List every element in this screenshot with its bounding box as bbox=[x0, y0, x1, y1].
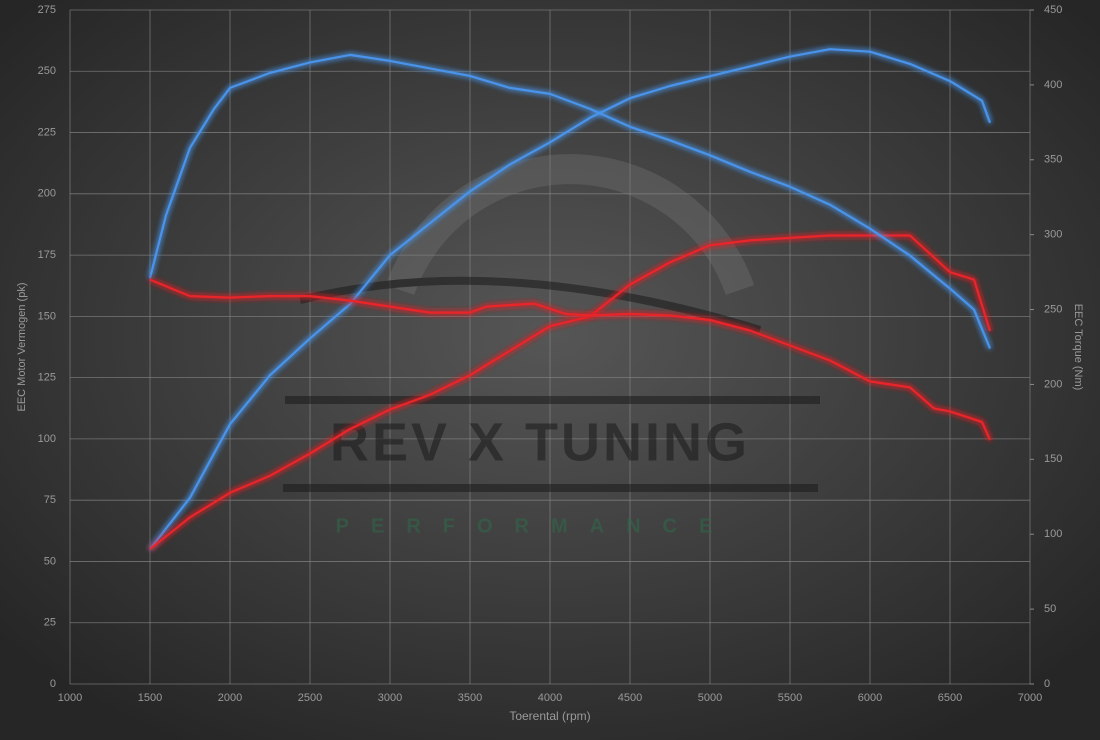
x-tick-label: 2500 bbox=[298, 692, 322, 704]
y-tick-label: 0 bbox=[50, 678, 56, 690]
y-tick-label: 75 bbox=[44, 494, 56, 506]
logo-bar bbox=[283, 484, 818, 492]
series-line bbox=[149, 48, 992, 550]
y-tick-label: 175 bbox=[38, 249, 56, 261]
x-tick-label: 7000 bbox=[1018, 692, 1042, 704]
x-tick-label: 2000 bbox=[218, 692, 242, 704]
logo-car bbox=[299, 276, 762, 334]
y-axis-label: EEC Motor Vermogen (pk) bbox=[16, 283, 28, 412]
x-tick-label: 1000 bbox=[58, 692, 82, 704]
y-tick-label: 200 bbox=[38, 188, 56, 200]
x-axis-label: Toerental (rpm) bbox=[509, 709, 590, 723]
y2-tick-label: 250 bbox=[1044, 303, 1062, 315]
series-line bbox=[149, 278, 992, 441]
x-tick-label: 5000 bbox=[698, 692, 722, 704]
y-tick-label: 25 bbox=[44, 617, 56, 629]
y-tick-label: 100 bbox=[38, 433, 56, 445]
y2-tick-label: 50 bbox=[1044, 603, 1056, 615]
y-tick-label: 225 bbox=[38, 126, 56, 138]
x-tick-label: 1500 bbox=[138, 692, 162, 704]
y-tick-label: 125 bbox=[38, 372, 56, 384]
x-tick-label: 4500 bbox=[618, 692, 642, 704]
y2-tick-label: 150 bbox=[1044, 453, 1062, 465]
y2-tick-label: 200 bbox=[1044, 378, 1062, 390]
series-line bbox=[148, 53, 992, 349]
x-tick-label: 3000 bbox=[378, 692, 402, 704]
y2-axis-label: EEC Torque (Nm) bbox=[1072, 304, 1084, 391]
x-tick-label: 3500 bbox=[458, 692, 482, 704]
y2-tick-label: 350 bbox=[1044, 154, 1062, 166]
logo-bar bbox=[285, 396, 820, 404]
x-tick-label: 4000 bbox=[538, 692, 562, 704]
y-tick-label: 275 bbox=[38, 4, 56, 16]
watermark: REV X TUNING PERFORMANCE bbox=[283, 154, 820, 537]
y-tick-label: 250 bbox=[38, 65, 56, 77]
watermark-text: REV X TUNING bbox=[330, 412, 750, 472]
grid bbox=[69, 9, 1031, 685]
y-tick-label: 50 bbox=[44, 555, 56, 567]
x-tick-label: 6000 bbox=[858, 692, 882, 704]
x-tick-label: 5500 bbox=[778, 692, 802, 704]
watermark-subtitle: PERFORMANCE bbox=[336, 515, 735, 537]
logo-arc bbox=[385, 154, 755, 295]
y2-tick-label: 450 bbox=[1044, 4, 1062, 16]
y2-tick-label: 100 bbox=[1044, 528, 1062, 540]
y2-tick-label: 0 bbox=[1044, 678, 1050, 690]
y-tick-label: 150 bbox=[38, 310, 56, 322]
x-tick-label: 6500 bbox=[938, 692, 962, 704]
series-line bbox=[149, 234, 992, 551]
y2-tick-label: 300 bbox=[1044, 229, 1062, 241]
y2-tick-label: 400 bbox=[1044, 79, 1062, 91]
